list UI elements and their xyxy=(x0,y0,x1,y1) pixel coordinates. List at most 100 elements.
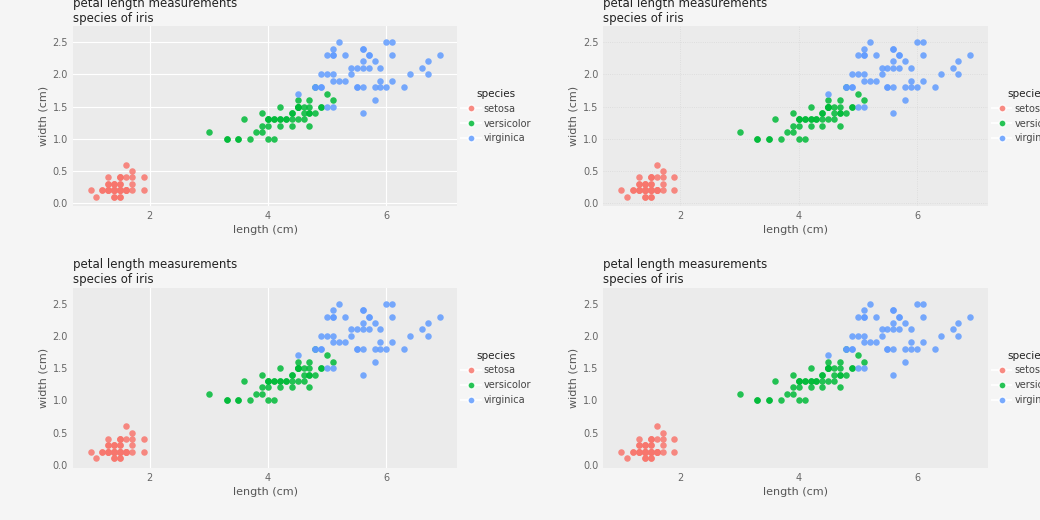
Point xyxy=(348,83,365,92)
Point xyxy=(790,377,807,385)
Point xyxy=(283,370,300,379)
Point xyxy=(307,83,323,92)
Point xyxy=(648,448,665,456)
Point xyxy=(324,76,341,85)
Point xyxy=(106,448,123,456)
Point xyxy=(348,345,365,353)
Point xyxy=(843,364,860,372)
Point xyxy=(643,435,659,443)
Point xyxy=(366,358,383,366)
Point xyxy=(100,448,116,456)
Point xyxy=(932,332,948,340)
Point xyxy=(106,186,123,194)
Point xyxy=(850,332,866,340)
Point xyxy=(307,345,323,353)
Point xyxy=(289,377,306,385)
Point xyxy=(654,448,671,456)
Point xyxy=(909,300,926,308)
Point xyxy=(951,319,967,327)
Point xyxy=(630,448,647,456)
Point xyxy=(914,76,931,85)
Point xyxy=(820,102,836,111)
Point xyxy=(654,167,671,175)
Point xyxy=(355,306,371,314)
Point xyxy=(648,448,665,456)
Point xyxy=(324,70,341,79)
Point xyxy=(302,364,318,372)
Point xyxy=(837,345,854,353)
Point xyxy=(355,326,371,334)
Point xyxy=(324,313,341,321)
Point xyxy=(814,109,831,117)
Point xyxy=(414,64,431,72)
Point xyxy=(636,180,653,188)
Y-axis label: width (cm): width (cm) xyxy=(38,348,48,408)
Point xyxy=(648,186,665,194)
Point xyxy=(643,454,659,462)
Point xyxy=(648,160,665,168)
Point xyxy=(106,448,123,456)
Point xyxy=(100,448,116,456)
Point xyxy=(761,396,778,405)
Point xyxy=(112,448,129,456)
Point xyxy=(944,64,961,72)
Point xyxy=(112,186,129,194)
Point xyxy=(348,326,365,334)
Point xyxy=(636,186,653,194)
Point xyxy=(625,186,642,194)
Point xyxy=(826,370,842,379)
Point xyxy=(230,135,246,143)
Point xyxy=(820,102,836,111)
Point xyxy=(378,83,394,92)
Point xyxy=(667,186,683,194)
Point xyxy=(808,115,825,124)
Point xyxy=(843,83,860,92)
Point xyxy=(636,441,653,450)
Point xyxy=(914,338,931,346)
Point xyxy=(366,57,383,66)
Point xyxy=(378,300,394,308)
Point xyxy=(843,364,860,372)
Point xyxy=(636,448,653,456)
Point xyxy=(820,364,836,372)
Point xyxy=(962,51,979,59)
Point xyxy=(384,51,400,59)
Point xyxy=(630,186,647,194)
Point xyxy=(355,83,371,92)
Point xyxy=(874,70,890,79)
Point xyxy=(820,364,836,372)
Point xyxy=(112,180,129,188)
Point xyxy=(283,383,300,392)
Point xyxy=(419,319,436,327)
Point xyxy=(962,313,979,321)
Point xyxy=(761,396,778,405)
Point xyxy=(289,102,306,111)
Point xyxy=(112,448,129,456)
Point xyxy=(643,192,659,201)
Point xyxy=(112,186,129,194)
Point xyxy=(372,326,389,334)
Point xyxy=(636,448,653,456)
Point xyxy=(861,38,878,46)
Point xyxy=(636,448,653,456)
Point xyxy=(731,128,748,136)
Point xyxy=(302,109,318,117)
Point xyxy=(636,448,653,456)
Point xyxy=(856,364,873,372)
Point xyxy=(112,448,129,456)
Point xyxy=(625,186,642,194)
Point xyxy=(891,64,908,72)
Point xyxy=(124,167,140,175)
Point xyxy=(867,76,884,85)
Point xyxy=(307,345,323,353)
Point xyxy=(432,51,448,59)
Point xyxy=(355,319,371,327)
Point xyxy=(856,306,873,314)
Point xyxy=(874,64,890,72)
Point xyxy=(289,364,306,372)
Point xyxy=(324,364,341,372)
Point xyxy=(885,64,902,72)
Point xyxy=(124,448,140,456)
Point xyxy=(302,370,318,379)
Point xyxy=(790,377,807,385)
